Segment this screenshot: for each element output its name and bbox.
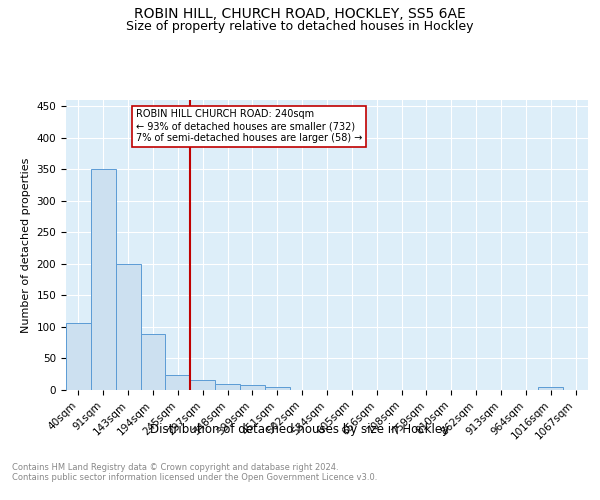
Bar: [116, 264, 140, 390]
Bar: [140, 334, 166, 390]
Bar: [91, 170, 116, 390]
Bar: [538, 387, 563, 390]
Bar: [215, 384, 240, 390]
Text: ROBIN HILL, CHURCH ROAD, HOCKLEY, SS5 6AE: ROBIN HILL, CHURCH ROAD, HOCKLEY, SS5 6A…: [134, 8, 466, 22]
Text: Distribution of detached houses by size in Hockley: Distribution of detached houses by size …: [151, 422, 449, 436]
Bar: [240, 385, 265, 390]
Bar: [265, 387, 290, 390]
Bar: [66, 322, 91, 390]
Text: ROBIN HILL CHURCH ROAD: 240sqm
← 93% of detached houses are smaller (732)
7% of : ROBIN HILL CHURCH ROAD: 240sqm ← 93% of …: [136, 110, 362, 142]
Y-axis label: Number of detached properties: Number of detached properties: [21, 158, 31, 332]
Bar: [190, 380, 215, 390]
Bar: [166, 375, 190, 390]
Text: Size of property relative to detached houses in Hockley: Size of property relative to detached ho…: [126, 20, 474, 33]
Text: Contains HM Land Registry data © Crown copyright and database right 2024.
Contai: Contains HM Land Registry data © Crown c…: [12, 462, 377, 482]
